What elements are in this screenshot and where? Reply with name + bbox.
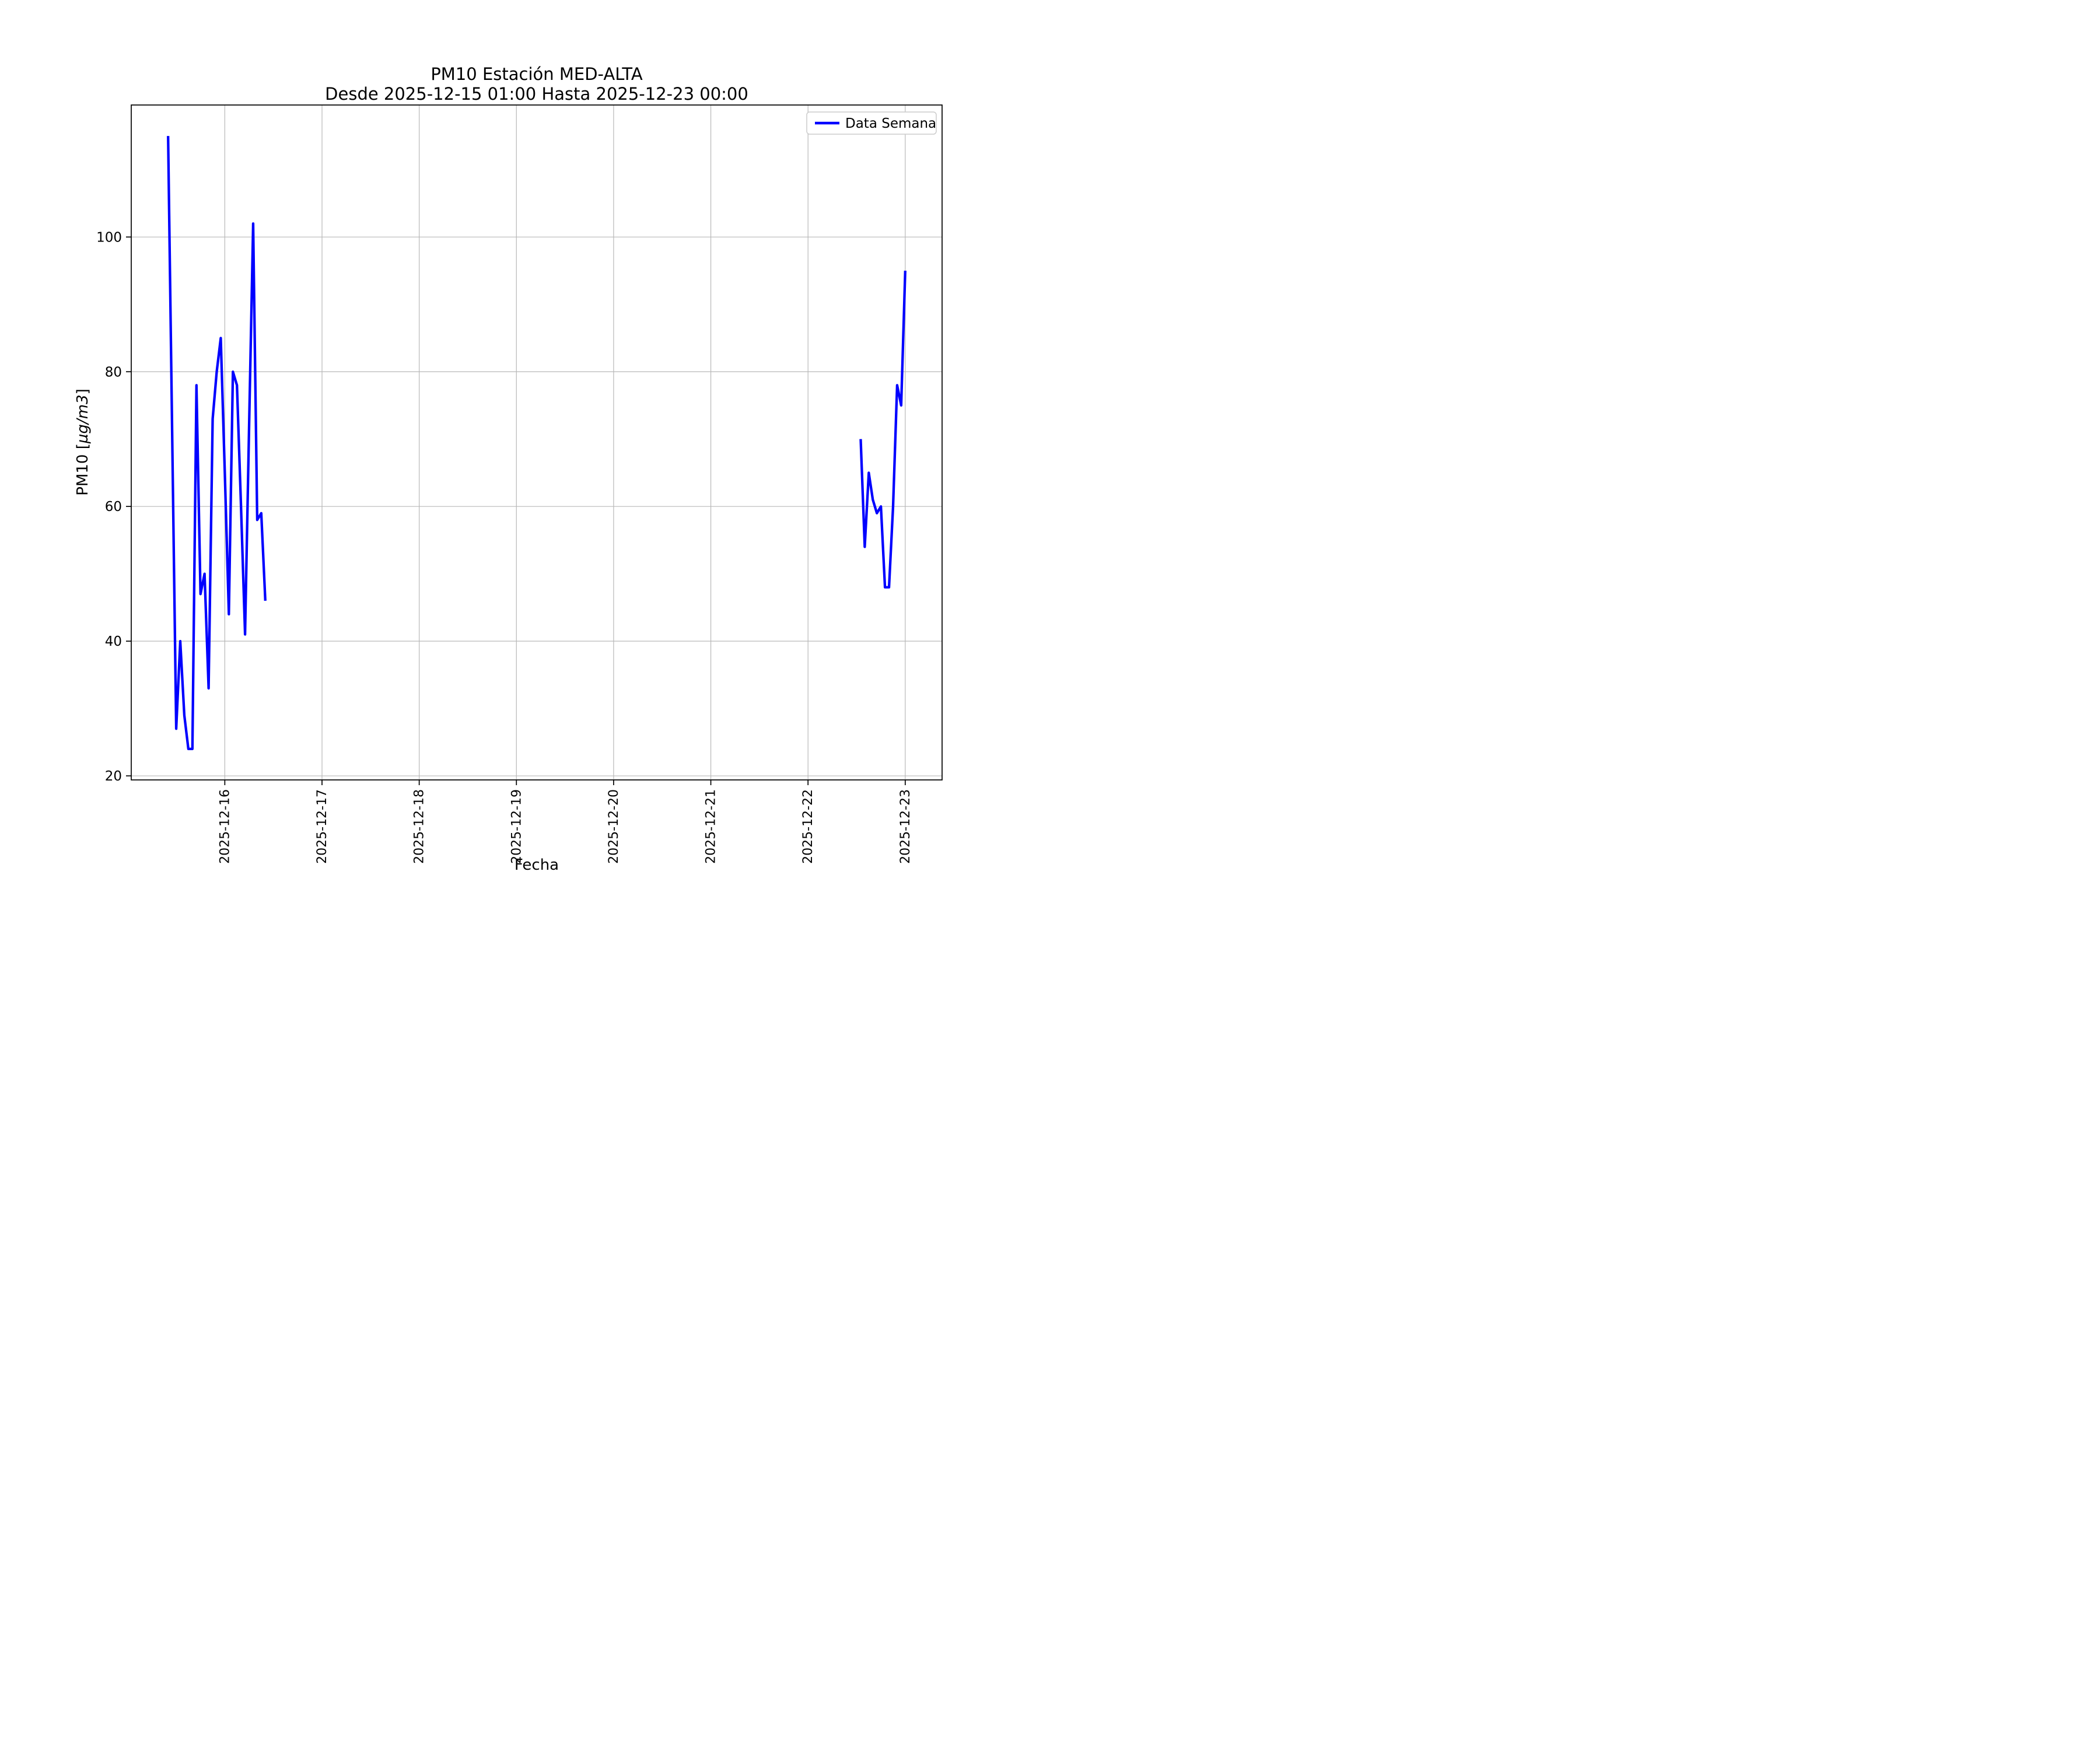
grid-lines [131, 105, 942, 780]
y-axis-label-prefix: PM10 [ [74, 443, 92, 496]
y-tick-label: 100 [96, 230, 122, 245]
y-tick-label: 40 [105, 634, 122, 649]
y-axis-label-suffix: ] [74, 388, 92, 395]
y-tick-label: 20 [105, 769, 122, 784]
x-axis-label: Fecha [514, 856, 559, 874]
legend: Data Semana [806, 111, 937, 135]
chart-title-block: PM10 Estación MED-ALTA Desde 2025-12-15 … [131, 64, 942, 104]
figure: 2025-12-16 2025-12-17 2025-12-18 2025-12-19… [0, 0, 1050, 875]
chart-title: PM10 Estación MED-ALTA [430, 64, 643, 84]
data-line [167, 136, 907, 751]
plot-border [131, 104, 943, 780]
y-axis-label-math: µg/m3 [74, 394, 92, 444]
legend-box [806, 111, 937, 135]
x-axis: 2025-12-16 2025-12-17 2025-12-18 2025-12-19… [218, 780, 913, 864]
chart-canvas: 2025-12-16 2025-12-17 2025-12-18 2025-12-19… [96, 104, 943, 864]
y-tick-label: 80 [105, 365, 122, 380]
x-tick-label: 2025-12-17 [315, 789, 330, 864]
data-line-segment [859, 270, 907, 589]
x-tick-label: 2025-12-16 [218, 789, 232, 864]
x-tick-label: 2025-12-20 [607, 789, 621, 864]
y-axis: 20 40 60 80 100 [96, 230, 131, 784]
data-line-segment [167, 136, 267, 751]
x-tick-label: 2025-12-21 [704, 789, 719, 864]
y-axis-label: PM10 [µg/m3] [74, 388, 92, 495]
x-tick-label: 2025-12-19 [509, 789, 524, 864]
x-tick-label: 2025-12-22 [801, 789, 816, 864]
x-tick-label: 2025-12-18 [412, 789, 427, 864]
legend-label: Data Semana [845, 116, 936, 131]
chart-subtitle: Desde 2025-12-15 01:00 Hasta 2025-12-23 … [325, 84, 748, 104]
x-tick-label: 2025-12-23 [898, 789, 913, 864]
y-tick-label: 60 [105, 499, 122, 514]
